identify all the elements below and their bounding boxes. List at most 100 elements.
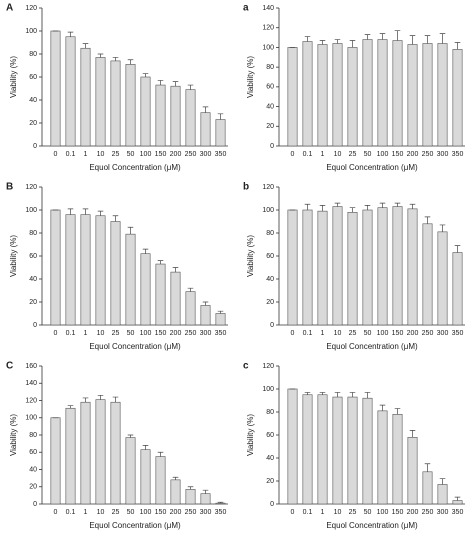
y-tick-label: 20 (266, 123, 274, 130)
x-tick-label: 1 (84, 151, 88, 158)
x-axis-title: Equol Concentration (μM) (326, 163, 418, 172)
error-bar (127, 226, 134, 235)
bar (50, 209, 61, 326)
x-tick-label: 200 (170, 330, 182, 337)
error-bar (142, 248, 149, 254)
bar (200, 305, 211, 326)
x-tick-label: 0.1 (66, 330, 76, 337)
x-tick-label: 300 (200, 330, 212, 337)
error-bar (127, 59, 134, 65)
x-tick-label: 0.1 (303, 509, 313, 516)
y-tick-label: 100 (25, 415, 37, 422)
error-bar (424, 35, 431, 44)
bar (362, 39, 373, 147)
bar (437, 43, 448, 147)
bar (392, 413, 403, 505)
x-tick-label: 10 (334, 330, 342, 337)
y-tick-label: 60 (266, 432, 274, 439)
bar (95, 57, 106, 147)
error-bar (304, 392, 311, 395)
x-tick-label: 100 (377, 330, 389, 337)
bar (185, 291, 196, 326)
bar (80, 47, 91, 147)
panel: B Viability (%) Equol Concentration (μM) 0 2… (6, 182, 228, 351)
x-tick-label: 50 (127, 151, 135, 158)
x-tick-label: 100 (377, 151, 389, 158)
y-tick-label: 20 (29, 484, 37, 491)
x-tick-label: 50 (364, 151, 372, 158)
y-tick-label: 20 (29, 299, 37, 306)
error-bar (394, 408, 401, 415)
y-tick-label: 0 (33, 501, 37, 508)
error-bar (349, 392, 356, 398)
error-bar (319, 40, 326, 45)
x-axis-title: Equol Concentration (μM) (89, 163, 181, 172)
error-bar (67, 208, 74, 215)
bar (125, 64, 136, 147)
error-bar (112, 396, 119, 403)
error-bar (334, 392, 341, 398)
x-tick-label: 100 (140, 330, 152, 337)
error-bar (112, 57, 119, 61)
error-bar (67, 405, 74, 409)
bar (452, 49, 463, 147)
y-axis-title: Viability (%) (9, 414, 18, 456)
error-bar (409, 203, 416, 209)
x-tick-label: 50 (127, 509, 135, 516)
bar (377, 39, 388, 147)
bar (110, 401, 121, 505)
error-bar (379, 202, 386, 208)
y-tick-label: 120 (25, 397, 37, 404)
error-bar (172, 476, 179, 480)
y-tick-label: 120 (262, 184, 274, 191)
y-tick-label: 40 (29, 466, 37, 473)
bar (392, 40, 403, 147)
y-tick-label: 160 (25, 363, 37, 370)
x-tick-label: 150 (155, 151, 167, 158)
bar (407, 436, 418, 505)
error-bar (379, 33, 386, 40)
x-tick-label: 10 (97, 330, 105, 337)
error-bar (217, 501, 224, 504)
x-tick-label: 25 (349, 330, 357, 337)
x-tick-label: 350 (215, 330, 227, 337)
y-axis-title: Viability (%) (246, 235, 255, 277)
bar (200, 112, 211, 147)
error-bar (364, 205, 371, 210)
y-tick-label: 80 (29, 432, 37, 439)
bar (332, 396, 343, 505)
error-bar (157, 451, 164, 457)
bar (407, 44, 418, 147)
bar (170, 479, 181, 505)
error-bar (424, 216, 431, 224)
x-tick-label: 1 (84, 509, 88, 516)
x-tick-label: 0 (291, 151, 295, 158)
error-bar (82, 43, 89, 49)
y-tick-label: 60 (29, 74, 37, 81)
bar (302, 41, 313, 147)
x-axis-title: Equol Concentration (μM) (326, 521, 418, 530)
x-tick-label: 0.1 (66, 509, 76, 516)
error-bar (97, 53, 104, 58)
y-tick-label: 120 (262, 363, 274, 370)
bar (50, 417, 61, 505)
y-tick-label: 140 (262, 5, 274, 12)
error-bar (379, 404, 386, 411)
panel-label: C (6, 361, 13, 372)
bar (317, 394, 328, 505)
y-axis-title: Viability (%) (9, 56, 18, 98)
y-tick-label: 40 (266, 276, 274, 283)
bar (452, 252, 463, 326)
x-tick-label: 10 (97, 151, 105, 158)
x-tick-label: 200 (170, 151, 182, 158)
error-bar (334, 39, 341, 44)
x-tick-label: 350 (452, 151, 464, 158)
y-tick-label: 80 (29, 51, 37, 58)
x-tick-label: 0 (54, 151, 58, 158)
panel-label: a (243, 3, 249, 14)
y-tick-label: 40 (266, 103, 274, 110)
bar (215, 502, 226, 505)
x-tick-label: 25 (349, 509, 357, 516)
x-tick-label: 10 (334, 509, 342, 516)
x-tick-label: 0 (54, 330, 58, 337)
